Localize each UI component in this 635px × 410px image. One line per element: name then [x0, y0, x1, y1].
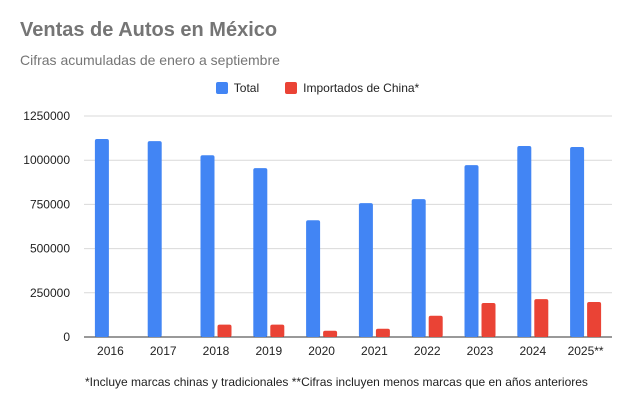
bar-total [94, 138, 109, 337]
bar-china [481, 303, 496, 337]
y-tick-label: 500000 [30, 242, 70, 256]
bar-china [534, 299, 549, 337]
chart-legend: Total Importados de China* [0, 81, 635, 95]
x-tick-label: 2024 [519, 344, 546, 358]
chart-title: Ventas de Autos en México [20, 19, 278, 41]
bar-total [147, 141, 162, 337]
legend-item-total: Total [215, 81, 260, 95]
bar-china [323, 330, 338, 337]
bar-total [411, 199, 426, 337]
bar-china [217, 324, 232, 337]
bar-total [570, 146, 585, 337]
y-tick-label: 0 [63, 330, 70, 344]
x-tick-label: 2017 [150, 344, 177, 358]
x-tick-label: 2021 [361, 344, 388, 358]
x-tick-label: 2022 [414, 344, 441, 358]
x-tick-label: 2023 [467, 344, 494, 358]
x-tick-label: 2019 [255, 344, 282, 358]
bar-total [253, 168, 268, 337]
chart-footnote: *Incluye marcas chinas y tradicionales *… [85, 375, 588, 389]
legend-label-china: Importados de China* [303, 81, 420, 95]
x-tick-label: 2018 [203, 344, 230, 358]
bar-china [375, 328, 390, 337]
bar-total [517, 146, 532, 337]
y-tick-label: 1000000 [23, 153, 70, 167]
x-tick-label: 2020 [308, 344, 335, 358]
chart-subtitle: Cifras acumuladas de enero a septiembre [20, 52, 280, 68]
bar-total [200, 155, 215, 337]
legend-swatch-total [215, 82, 228, 94]
legend-swatch-china [285, 82, 298, 94]
x-tick-label: 2025** [568, 344, 604, 358]
y-tick-label: 750000 [30, 197, 70, 211]
bar-total [306, 220, 321, 337]
legend-item-china: Importados de China* [285, 81, 419, 95]
bar-china [428, 315, 443, 337]
bar-total [464, 165, 479, 337]
y-tick-label: 1250000 [23, 109, 70, 123]
bar-china [587, 301, 602, 337]
legend-label-total: Total [233, 81, 260, 95]
bar-china [270, 324, 285, 337]
y-tick-label: 250000 [30, 286, 70, 300]
bar-total [358, 203, 373, 337]
x-tick-label: 2016 [97, 344, 124, 358]
